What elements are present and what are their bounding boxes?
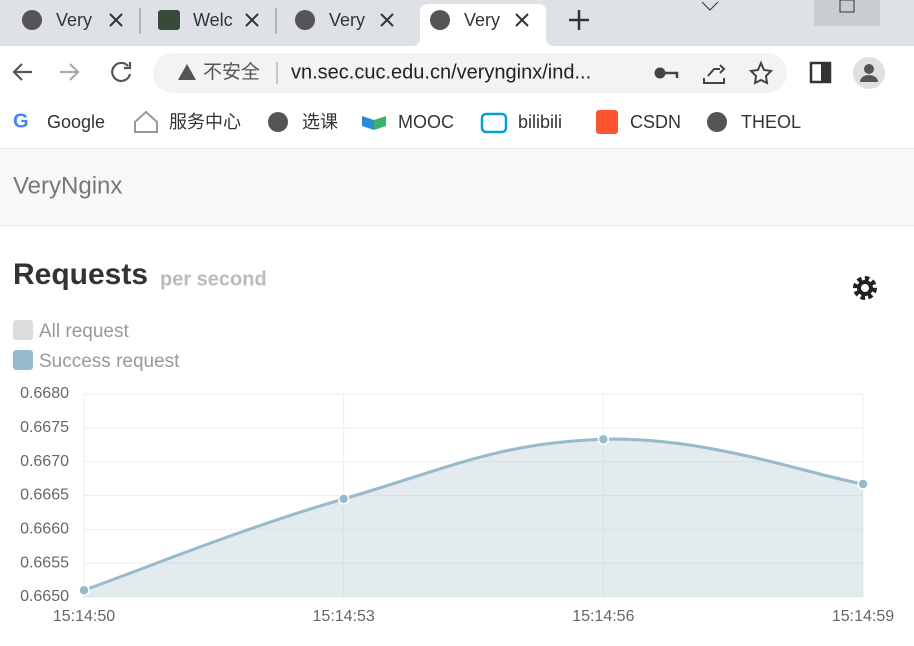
bookmark[interactable]: 服务中心 — [169, 112, 241, 132]
tab-search[interactable] — [701, 1, 719, 11]
area — [84, 439, 863, 597]
x-tick-label: 15:14:59 — [832, 608, 894, 625]
profile-icon — [864, 64, 874, 74]
tab-title[interactable]: Very — [464, 10, 500, 30]
bookmark[interactable]: bilibili — [518, 112, 562, 132]
legend-swatch — [13, 320, 33, 340]
area — [84, 439, 863, 597]
y-tick-label: 0.6665 — [20, 487, 69, 504]
bookmark[interactable]: CSDN — [630, 112, 681, 132]
profile-icon — [860, 75, 878, 82]
y-tick-label: 0.6660 — [20, 521, 69, 538]
omnibox[interactable] — [153, 53, 787, 93]
bookmark-icons: G — [13, 110, 727, 134]
x-tick-label: 15:14:53 — [313, 608, 375, 625]
tab-title[interactable]: Very — [329, 10, 365, 30]
omnibox-icons[interactable] — [654, 60, 774, 85]
x-tick-label: 15:14:56 — [572, 608, 634, 625]
security-label[interactable]: 不安全 — [203, 61, 260, 83]
tab-close[interactable] — [109, 13, 529, 27]
brand[interactable]: VeryNginx — [13, 172, 122, 199]
y-tick-label: 0.6670 — [20, 453, 69, 470]
chart-subtitle: per second — [160, 268, 267, 290]
sidebar-icon — [821, 63, 830, 82]
y-tick-label: 0.6655 — [20, 554, 69, 571]
new-tab[interactable] — [569, 10, 589, 30]
bookmark[interactable]: THEOL — [741, 112, 801, 132]
maximize-icon — [839, 0, 855, 13]
chart-title: Requests — [13, 258, 148, 291]
navbar — [0, 148, 914, 226]
bookmark-bar — [0, 100, 914, 148]
line — [83, 437, 864, 592]
tab-title[interactable]: Welc — [193, 10, 233, 30]
tab-separator — [139, 8, 277, 34]
settings-icon[interactable] — [853, 276, 877, 300]
bookmark[interactable]: 选课 — [302, 112, 338, 132]
legend-label: All request — [39, 321, 129, 342]
point — [337, 493, 350, 505]
y-tick-label: 0.6680 — [20, 385, 69, 402]
navbar-border — [0, 148, 914, 226]
y-tick-label: 0.6675 — [20, 419, 69, 436]
legend-label: Success request — [39, 351, 180, 372]
tab-title[interactable]: Very — [56, 10, 92, 30]
y-tick-label: 0.6650 — [20, 588, 69, 605]
x-tick-label: 15:14:50 — [53, 608, 115, 625]
legend-swatch — [13, 350, 33, 370]
point — [857, 478, 869, 490]
bookmark[interactable]: MOOC — [398, 112, 454, 132]
bookmark[interactable]: Google — [47, 112, 105, 132]
url[interactable]: vn.sec.cuc.edu.cn/verynginx/ind... — [291, 61, 591, 83]
point — [597, 433, 610, 446]
maximize[interactable] — [814, 0, 880, 26]
nav-buttons[interactable] — [12, 61, 132, 83]
svg-text:G: G — [13, 110, 29, 132]
tab-icons — [22, 10, 450, 30]
point — [78, 584, 90, 596]
warning-icon — [178, 64, 196, 80]
